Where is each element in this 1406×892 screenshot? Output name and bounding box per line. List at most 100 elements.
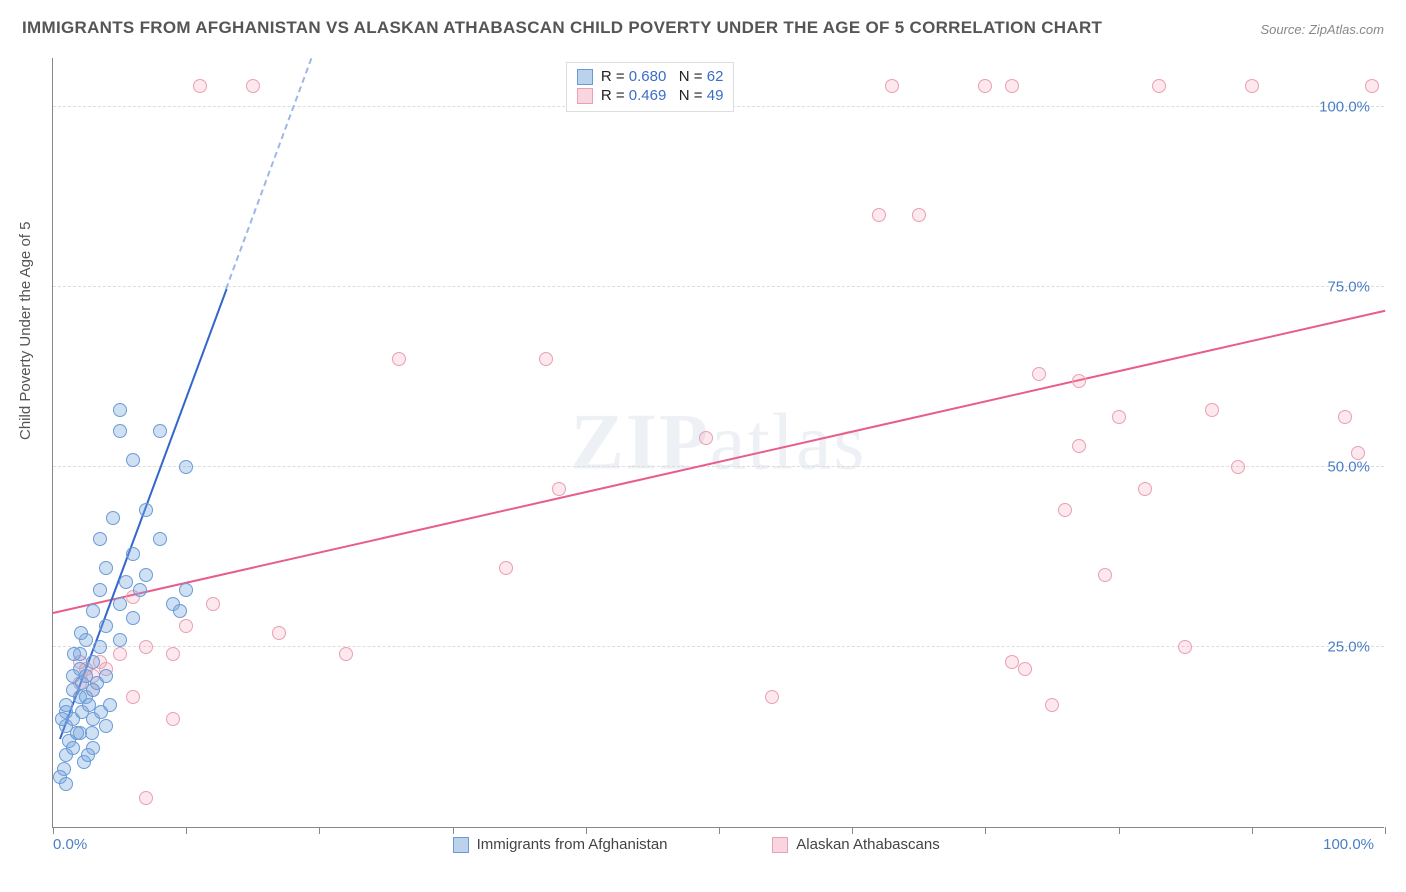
y-tick-label: 25.0% <box>1327 639 1370 656</box>
data-point <box>85 726 99 740</box>
blue-swatch-icon <box>577 69 593 85</box>
pink-swatch-icon <box>772 837 788 853</box>
data-point <box>166 712 180 726</box>
data-point <box>133 583 147 597</box>
data-point <box>93 640 107 654</box>
data-point <box>1072 374 1086 388</box>
data-point <box>1112 410 1126 424</box>
data-point <box>139 640 153 654</box>
scatter-plot: ZIPatlas 25.0%50.0%75.0%100.0%0.0%100.0%… <box>52 58 1384 828</box>
data-point <box>173 604 187 618</box>
data-point <box>126 690 140 704</box>
watermark: ZIPatlas <box>571 397 867 488</box>
data-point <box>1178 640 1192 654</box>
data-point <box>1058 503 1072 517</box>
data-point <box>166 647 180 661</box>
data-point <box>1338 410 1352 424</box>
data-point <box>94 705 108 719</box>
x-tick <box>53 827 54 834</box>
x-tick <box>985 827 986 834</box>
stats-legend: R = 0.680 N = 62R = 0.469 N = 49 <box>566 62 735 112</box>
data-point <box>153 424 167 438</box>
data-point <box>539 352 553 366</box>
x-tick-label: 0.0% <box>53 836 87 853</box>
data-point <box>1032 367 1046 381</box>
gridline <box>53 286 1384 287</box>
data-point <box>67 647 81 661</box>
data-point <box>552 482 566 496</box>
data-point <box>1365 79 1379 93</box>
x-tick <box>186 827 187 834</box>
data-point <box>179 619 193 633</box>
data-point <box>70 726 84 740</box>
data-point <box>872 208 886 222</box>
source-label: Source: ZipAtlas.com <box>1260 22 1384 37</box>
data-point <box>113 424 127 438</box>
data-point <box>179 460 193 474</box>
legend-label: Alaskan Athabascans <box>796 836 939 853</box>
data-point <box>113 403 127 417</box>
data-point <box>1045 698 1059 712</box>
data-point <box>113 633 127 647</box>
data-point <box>912 208 926 222</box>
x-tick <box>1252 827 1253 834</box>
data-point <box>885 79 899 93</box>
y-tick-label: 100.0% <box>1319 99 1370 116</box>
x-tick <box>319 827 320 834</box>
data-point <box>99 719 113 733</box>
data-point <box>179 583 193 597</box>
trend-line <box>53 310 1385 614</box>
data-point <box>1245 79 1259 93</box>
data-point <box>272 626 286 640</box>
data-point <box>392 352 406 366</box>
data-point <box>99 669 113 683</box>
data-point <box>81 748 95 762</box>
x-tick <box>1385 827 1386 834</box>
x-tick <box>586 827 587 834</box>
x-tick <box>453 827 454 834</box>
data-point <box>106 511 120 525</box>
data-point <box>55 712 69 726</box>
data-point <box>1005 655 1019 669</box>
data-point <box>99 619 113 633</box>
data-point <box>93 583 107 597</box>
data-point <box>86 604 100 618</box>
trend-line <box>225 59 312 290</box>
legend-item: Alaskan Athabascans <box>772 836 939 853</box>
data-point <box>699 431 713 445</box>
stats-row: R = 0.680 N = 62 <box>577 67 724 86</box>
data-point <box>126 611 140 625</box>
y-tick-label: 75.0% <box>1327 279 1370 296</box>
data-point <box>139 503 153 517</box>
x-tick <box>852 827 853 834</box>
data-point <box>139 791 153 805</box>
data-point <box>93 532 107 546</box>
data-point <box>126 547 140 561</box>
data-point <box>153 532 167 546</box>
data-point <box>193 79 207 93</box>
source-name: ZipAtlas.com <box>1309 22 1384 37</box>
gridline <box>53 466 1384 467</box>
data-point <box>206 597 220 611</box>
x-tick <box>1119 827 1120 834</box>
data-point <box>1072 439 1086 453</box>
x-tick <box>719 827 720 834</box>
data-point <box>1152 79 1166 93</box>
stats-row: R = 0.469 N = 49 <box>577 86 724 105</box>
data-point <box>1205 403 1219 417</box>
legend-label: Immigrants from Afghanistan <box>477 836 668 853</box>
data-point <box>113 597 127 611</box>
data-point <box>499 561 513 575</box>
y-axis-label: Child Poverty Under the Age of 5 <box>17 222 34 440</box>
data-point <box>59 698 73 712</box>
data-point <box>59 777 73 791</box>
y-tick-label: 50.0% <box>1327 459 1370 476</box>
source-prefix: Source: <box>1260 22 1308 37</box>
data-point <box>66 741 80 755</box>
data-point <box>765 690 779 704</box>
blue-swatch-icon <box>453 837 469 853</box>
data-point <box>139 568 153 582</box>
data-point <box>1138 482 1152 496</box>
data-point <box>86 655 100 669</box>
data-point <box>119 575 133 589</box>
